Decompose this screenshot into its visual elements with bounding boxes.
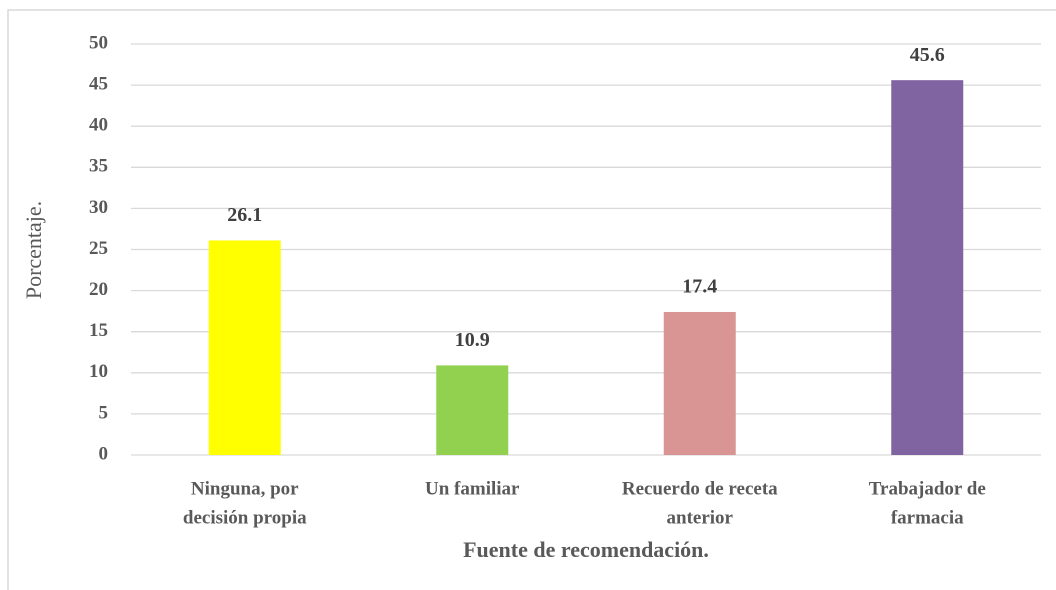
x-tick-label: Ninguna, por	[191, 478, 299, 499]
x-axis-title: Fuente de recomendación.	[463, 537, 709, 562]
value-label: 10.9	[455, 329, 490, 351]
y-tick-label: 20	[89, 279, 108, 300]
y-tick-label: 15	[89, 320, 108, 341]
y-tick-label: 25	[89, 238, 108, 259]
y-axis-title: Porcentaje.	[21, 201, 46, 299]
bar	[891, 80, 964, 455]
bar	[436, 365, 509, 455]
value-label: 26.1	[227, 204, 262, 226]
x-tick-label: decisión propia	[183, 507, 307, 528]
x-tick-label: Trabajador de	[869, 478, 986, 499]
x-tick-label: anterior	[667, 507, 734, 528]
bar	[208, 240, 281, 455]
y-tick-label: 10	[89, 361, 108, 382]
y-tick-label: 50	[89, 32, 108, 53]
y-tick-label: 35	[89, 156, 108, 177]
value-label: 17.4	[682, 276, 717, 298]
chart-frame	[7, 9, 1056, 590]
y-tick-label: 0	[99, 443, 109, 464]
value-label: 45.6	[910, 44, 945, 66]
x-tick-label: Recuerdo de receta	[622, 478, 778, 499]
y-tick-label: 40	[89, 115, 108, 136]
y-tick-label: 5	[99, 402, 109, 423]
bar	[663, 311, 736, 455]
x-tick-label: farmacia	[891, 507, 964, 528]
y-tick-label: 45	[89, 73, 108, 94]
x-tick-label: Un familiar	[425, 478, 520, 499]
y-tick-label: 30	[89, 197, 108, 218]
